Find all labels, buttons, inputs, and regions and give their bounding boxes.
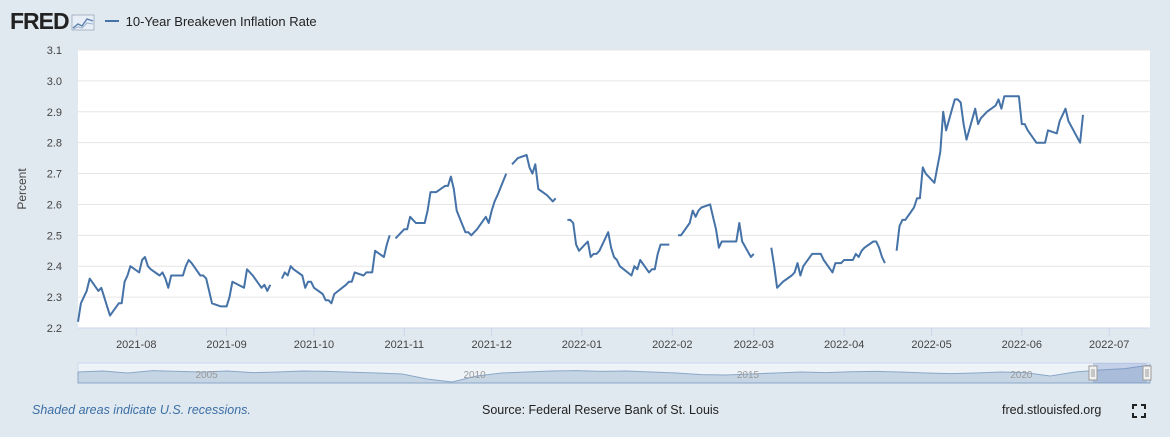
navigator-handle[interactable]: [1088, 365, 1098, 381]
fred-chart-icon: [71, 14, 95, 31]
fred-logo[interactable]: FRED: [10, 7, 70, 34]
recession-note: Shaded areas indicate U.S. recessions.: [32, 403, 251, 417]
x-tick-label: 2021-12: [471, 339, 511, 351]
series-line-segment: [394, 173, 508, 240]
navigator-handle[interactable]: [1142, 365, 1152, 381]
y-tick-label: 2.8: [47, 138, 62, 150]
x-tick-label: 2022-05: [911, 339, 951, 351]
series-lines: [77, 95, 1084, 322]
navigator-year-label: 2010: [464, 370, 487, 381]
x-tick-label: 2022-03: [734, 339, 774, 351]
source-note: Source: Federal Reserve Bank of St. Loui…: [482, 403, 719, 417]
navigator-year-label: 2020: [1010, 370, 1033, 381]
y-tick-label: 2.6: [47, 199, 62, 211]
series-line-segment: [511, 154, 557, 203]
y-tick-label: 2.7: [47, 169, 62, 181]
y-axis-ticks: 2.2 2.3 2.4 2.5 2.6 2.7 2.8 2.9 3.0 3.1: [47, 45, 62, 335]
series-line-segment: [77, 256, 272, 322]
legend-series-name: 10-Year Breakeven Inflation Rate: [125, 13, 317, 29]
navigator-year-label: 2015: [737, 370, 760, 381]
site-link[interactable]: fred.stlouisfed.org: [1002, 403, 1102, 417]
navigator-year-label: 2005: [196, 370, 219, 381]
x-tick-label: 2022-06: [1002, 339, 1042, 351]
fullscreen-icon[interactable]: [1132, 404, 1146, 418]
navigator-area: [77, 364, 1151, 384]
series-line-segment: [895, 95, 1084, 251]
legend-line-swatch: [104, 20, 119, 22]
y-tick-label: 2.5: [47, 230, 62, 242]
y-tick-label: 2.2: [47, 323, 62, 335]
x-tick-label: 2021-09: [206, 339, 246, 351]
x-tick-label: 2022-02: [652, 339, 692, 351]
x-tick-label: 2021-11: [384, 339, 424, 351]
chart-header: FRED 10-Year Breakeven Inflation Rate: [10, 6, 317, 36]
range-navigator[interactable]: 2005 2010 2015 2020: [77, 362, 1152, 384]
series-line-segment: [567, 218, 670, 277]
line-chart: 2.22.32.42.52.62.72.82.93.03.1 2021-08 20…: [15, 45, 1152, 384]
x-tick-label: 2021-10: [294, 339, 334, 351]
y-tick-label: 3.1: [47, 45, 62, 57]
x-tick-label: 2022-01: [562, 339, 602, 351]
x-tick-label: 2022-07: [1089, 339, 1129, 351]
y-tick-label: 3.0: [47, 76, 62, 88]
series-line-segment: [280, 235, 391, 305]
series-line-segment: [678, 203, 755, 258]
y-tick-label: 2.4: [47, 261, 62, 273]
x-tick-label: 2021-08: [116, 339, 156, 351]
series-line-segment: [770, 240, 886, 289]
x-tick-label: 2022-04: [824, 339, 864, 351]
grid-lines: [78, 49, 1150, 329]
navigator-selection[interactable]: [1093, 363, 1147, 383]
y-tick-label: 2.9: [47, 107, 62, 119]
x-axis-ticks: 2021-08 2021-09 2021-10 2021-11 2021-12 2022-…: [78, 327, 1150, 351]
y-axis-label: Percent: [15, 168, 29, 210]
plot-area: [78, 50, 1150, 328]
y-tick-label: 2.3: [47, 292, 62, 304]
